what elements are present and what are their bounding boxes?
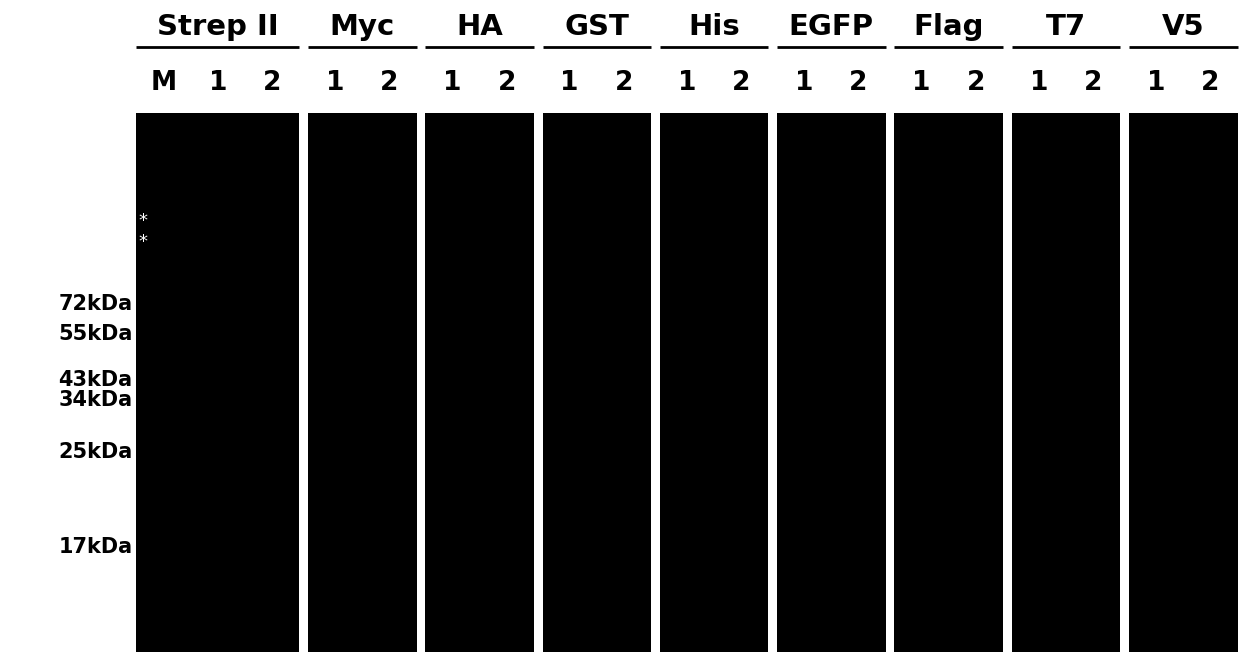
Bar <box>308 113 417 652</box>
Text: Flag: Flag <box>914 13 983 41</box>
Text: 1: 1 <box>443 70 461 96</box>
Text: 1: 1 <box>678 70 696 96</box>
Text: 17kDa: 17kDa <box>58 537 133 557</box>
Text: 1: 1 <box>913 70 931 96</box>
Text: Strep II: Strep II <box>157 13 279 41</box>
Bar <box>777 113 885 652</box>
Text: 1: 1 <box>560 70 579 96</box>
Text: 34kDa: 34kDa <box>58 390 133 410</box>
Text: HA: HA <box>456 13 503 41</box>
Text: 2: 2 <box>263 70 281 96</box>
Text: 1: 1 <box>1029 70 1048 96</box>
Text: 2: 2 <box>967 70 985 96</box>
Bar <box>660 113 769 652</box>
Text: 2: 2 <box>1202 70 1220 96</box>
Text: 2: 2 <box>381 70 398 96</box>
Text: 1: 1 <box>326 70 345 96</box>
Text: *: * <box>139 211 148 230</box>
Text: 55kDa: 55kDa <box>58 324 133 344</box>
Text: 2: 2 <box>615 70 634 96</box>
Text: 1: 1 <box>208 70 227 96</box>
Text: 2: 2 <box>849 70 868 96</box>
Bar <box>543 113 651 652</box>
Bar <box>1012 113 1120 652</box>
Text: 2: 2 <box>1084 70 1102 96</box>
Bar <box>425 113 534 652</box>
Text: V5: V5 <box>1162 13 1204 41</box>
Text: GST: GST <box>564 13 629 41</box>
Text: 2: 2 <box>497 70 516 96</box>
Text: 43kDa: 43kDa <box>58 370 133 390</box>
Bar <box>894 113 1003 652</box>
Text: T7: T7 <box>1045 13 1086 41</box>
Text: 2: 2 <box>732 70 750 96</box>
Text: M: M <box>150 70 176 96</box>
Text: 25kDa: 25kDa <box>58 442 133 462</box>
Text: 72kDa: 72kDa <box>58 295 133 315</box>
Text: His: His <box>688 13 740 41</box>
Text: *: * <box>139 233 148 251</box>
Text: 1: 1 <box>1147 70 1166 96</box>
Text: 1: 1 <box>795 70 813 96</box>
Bar <box>136 113 299 652</box>
Text: EGFP: EGFP <box>789 13 874 41</box>
Text: Myc: Myc <box>330 13 394 41</box>
Bar <box>1128 113 1238 652</box>
